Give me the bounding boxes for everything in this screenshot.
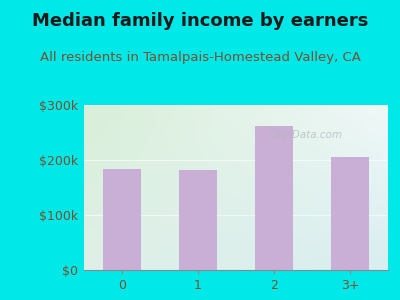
- Bar: [255, 126, 293, 270]
- Bar: [103, 169, 141, 270]
- Bar: [331, 157, 369, 270]
- Text: All residents in Tamalpais-Homestead Valley, CA: All residents in Tamalpais-Homestead Val…: [40, 51, 360, 64]
- Text: City-Data.com: City-Data.com: [269, 130, 343, 140]
- Bar: [179, 170, 217, 270]
- Text: Median family income by earners: Median family income by earners: [32, 12, 368, 30]
